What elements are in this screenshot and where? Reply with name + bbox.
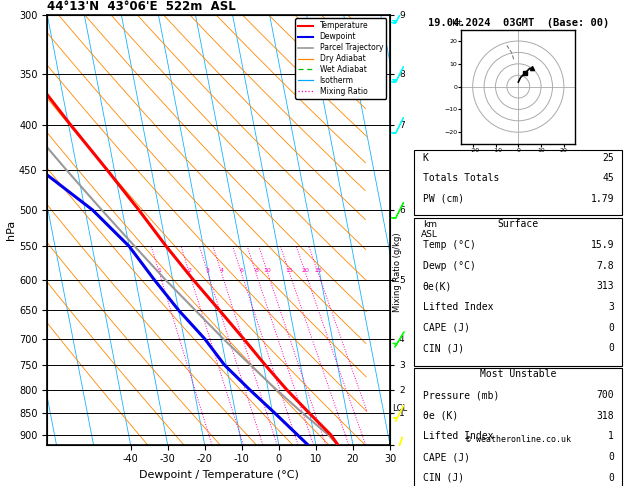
Text: 8: 8: [254, 268, 258, 273]
Text: 0: 0: [608, 473, 614, 483]
Legend: Temperature, Dewpoint, Parcel Trajectory, Dry Adiabat, Wet Adiabat, Isotherm, Mi: Temperature, Dewpoint, Parcel Trajectory…: [295, 18, 386, 99]
Text: CIN (J): CIN (J): [423, 343, 464, 353]
Text: Lifted Index: Lifted Index: [423, 302, 493, 312]
Text: Dewp (°C): Dewp (°C): [423, 260, 476, 271]
Text: 44°13'N  43°06'E  522m  ASL: 44°13'N 43°06'E 522m ASL: [47, 0, 236, 14]
Text: Temp (°C): Temp (°C): [423, 240, 476, 250]
Text: 0: 0: [608, 343, 614, 353]
Bar: [414, 218, 623, 365]
Text: CAPE (J): CAPE (J): [423, 452, 470, 462]
Text: 15: 15: [286, 268, 293, 273]
Text: 318: 318: [596, 411, 614, 421]
Text: 1.79: 1.79: [591, 194, 614, 204]
Text: Mixing Ratio (g/kg): Mixing Ratio (g/kg): [393, 233, 403, 312]
Text: 1: 1: [608, 432, 614, 441]
Text: 1: 1: [157, 268, 162, 273]
Text: 2: 2: [187, 268, 191, 273]
Text: Pressure (mb): Pressure (mb): [423, 390, 499, 400]
Text: Lifted Index: Lifted Index: [423, 432, 493, 441]
Text: 313: 313: [596, 281, 614, 291]
Text: 700: 700: [596, 390, 614, 400]
Text: 6: 6: [240, 268, 243, 273]
Text: K: K: [423, 153, 428, 163]
Text: 3: 3: [608, 302, 614, 312]
Text: LCL: LCL: [392, 404, 407, 413]
Text: 19.04.2024  03GMT  (Base: 00): 19.04.2024 03GMT (Base: 00): [428, 18, 609, 28]
Text: 10: 10: [264, 268, 272, 273]
Y-axis label: km
ASL: km ASL: [421, 220, 438, 239]
Text: 25: 25: [314, 268, 322, 273]
Text: 15.9: 15.9: [591, 240, 614, 250]
Text: 25: 25: [602, 153, 614, 163]
Bar: [414, 150, 623, 215]
Text: θe (K): θe (K): [423, 411, 458, 421]
Text: PW (cm): PW (cm): [423, 194, 464, 204]
Text: Surface: Surface: [498, 219, 539, 229]
Text: Most Unstable: Most Unstable: [480, 369, 557, 380]
Y-axis label: hPa: hPa: [6, 220, 16, 240]
Text: © weatheronline.co.uk: © weatheronline.co.uk: [466, 435, 571, 444]
Text: 4: 4: [220, 268, 223, 273]
Bar: [414, 368, 623, 486]
Text: Totals Totals: Totals Totals: [423, 174, 499, 183]
Text: 45: 45: [602, 174, 614, 183]
Text: 0: 0: [608, 452, 614, 462]
X-axis label: Dewpoint / Temperature (°C): Dewpoint / Temperature (°C): [138, 470, 299, 480]
Text: CAPE (J): CAPE (J): [423, 323, 470, 332]
Text: θe(K): θe(K): [423, 281, 452, 291]
Text: 20: 20: [301, 268, 309, 273]
Text: CIN (J): CIN (J): [423, 473, 464, 483]
Text: 0: 0: [608, 323, 614, 332]
Text: 7.8: 7.8: [596, 260, 614, 271]
Text: 3: 3: [206, 268, 210, 273]
